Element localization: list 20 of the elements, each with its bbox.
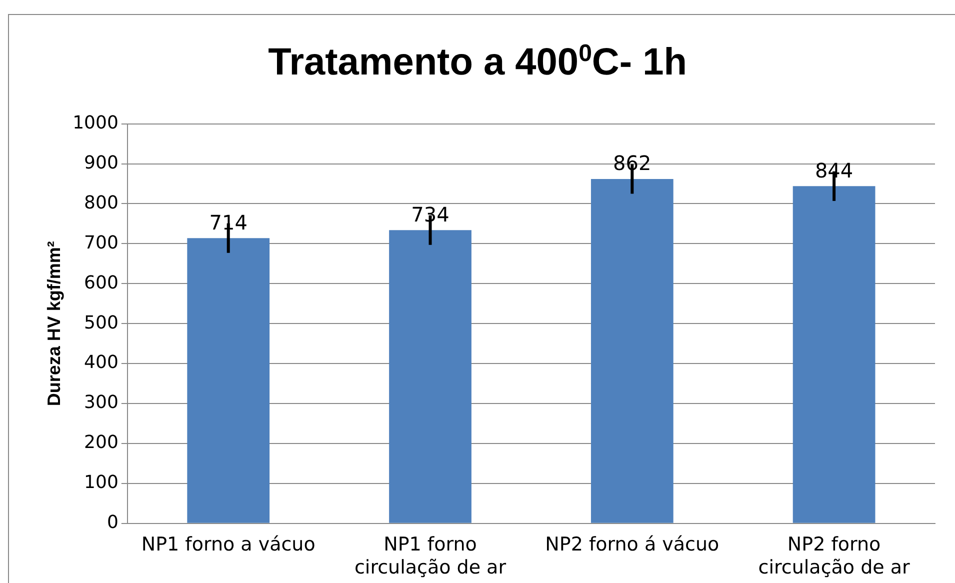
y-tick-label: 600 bbox=[84, 272, 118, 294]
y-tick-label: 200 bbox=[84, 432, 118, 454]
chart-title: Tratamento a 400$^{0}$C- 1h bbox=[267, 40, 688, 85]
y-tick-label: 500 bbox=[84, 312, 118, 334]
y-tick-label: 1000 bbox=[72, 112, 118, 134]
y-tick-label: 800 bbox=[84, 192, 118, 214]
y-tick-label: 400 bbox=[84, 352, 118, 374]
data-label: 844 bbox=[814, 158, 854, 182]
y-tick-label: 700 bbox=[84, 232, 118, 254]
x-tick-label: NP1 forno a vácuo bbox=[141, 534, 316, 556]
y-axis-title: Dureza HV kgf/mm² bbox=[44, 241, 64, 406]
x-tick-label: NP1 forno circulação de ar bbox=[354, 534, 506, 579]
y-tick-label: 300 bbox=[84, 392, 118, 414]
data-label: 734 bbox=[411, 202, 450, 226]
data-label: 862 bbox=[613, 151, 652, 176]
x-tick-label: NP2 forno á vácuo bbox=[545, 534, 720, 556]
y-tick-label: 100 bbox=[84, 472, 118, 494]
y-tick-label: 0 bbox=[106, 512, 118, 534]
x-tick-label: NP2 forno circulação de ar bbox=[758, 534, 910, 579]
y-tick-label: 900 bbox=[84, 152, 118, 174]
